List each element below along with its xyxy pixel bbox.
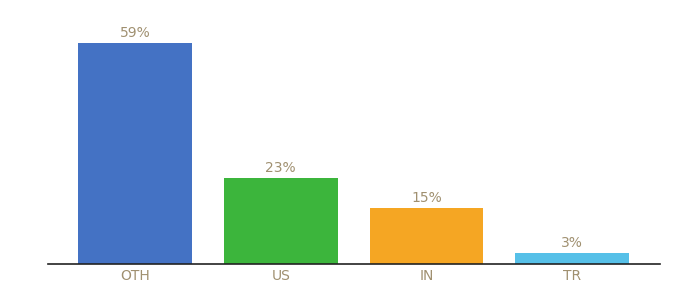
Bar — [515, 253, 629, 264]
Text: 15%: 15% — [411, 191, 442, 205]
Bar — [370, 208, 483, 264]
Bar — [224, 178, 337, 264]
Text: 23%: 23% — [265, 161, 296, 175]
Bar — [78, 43, 192, 264]
Text: 59%: 59% — [120, 26, 150, 40]
Text: 3%: 3% — [561, 236, 583, 250]
